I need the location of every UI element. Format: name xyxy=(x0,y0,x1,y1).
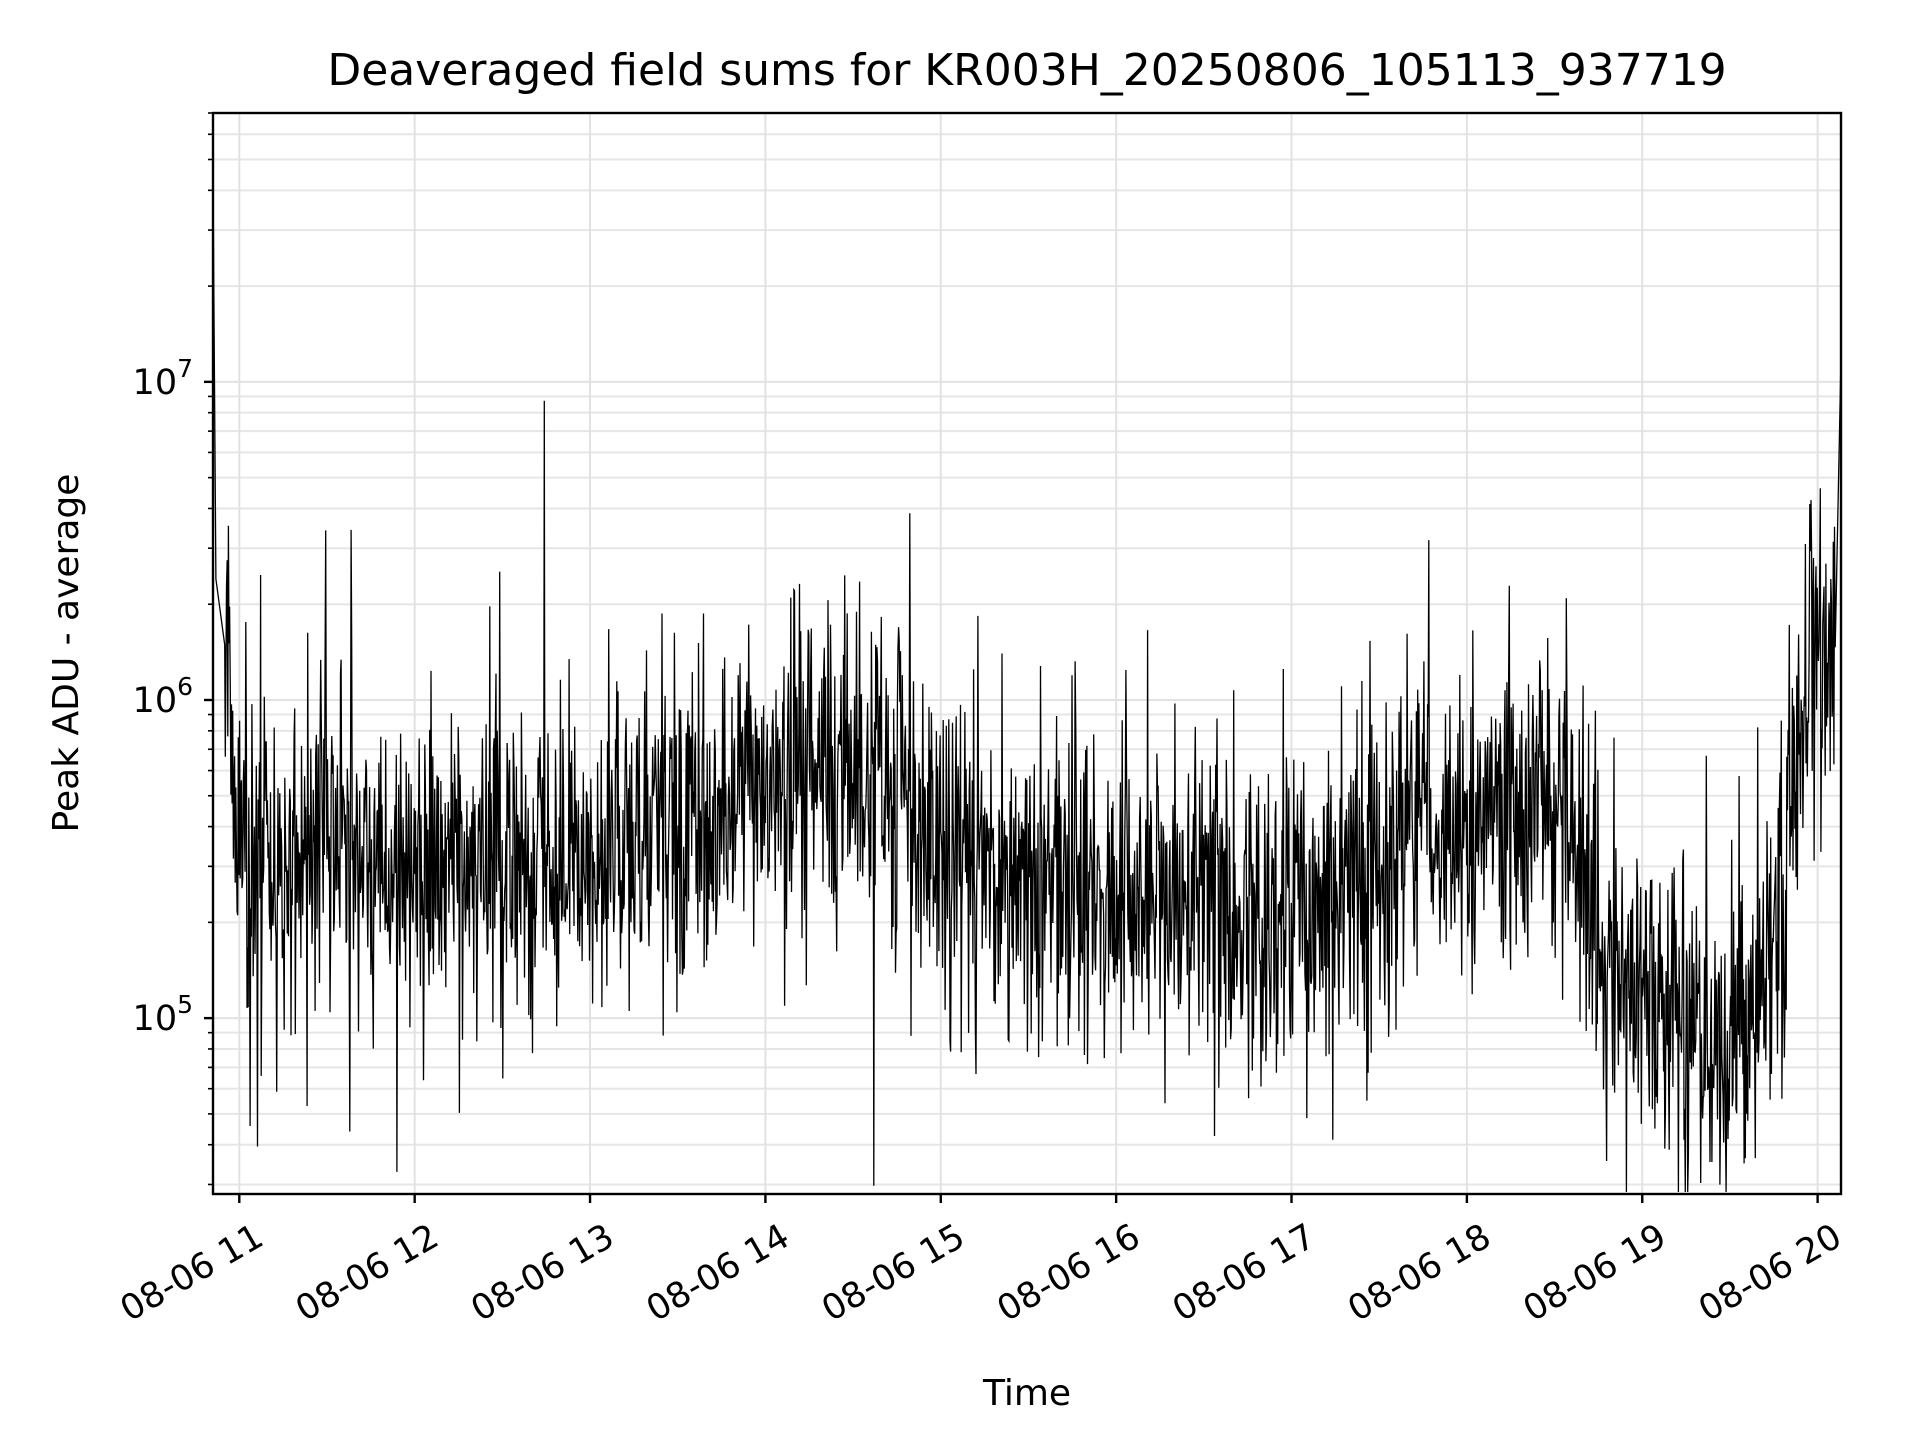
y-axis-label: Peak ADU - average xyxy=(46,474,87,833)
series-layer xyxy=(212,173,1842,1193)
y-tick-label: 107 xyxy=(133,354,193,403)
chart-title: Deaveraged field sums for KR003H_2025080… xyxy=(327,45,1726,96)
x-axis-label: Time xyxy=(982,1373,1071,1414)
y-tick-label: 106 xyxy=(133,672,193,721)
series-line xyxy=(212,173,1842,1193)
plot-frame xyxy=(211,111,1843,1196)
y-tick-label: 105 xyxy=(133,990,193,1039)
